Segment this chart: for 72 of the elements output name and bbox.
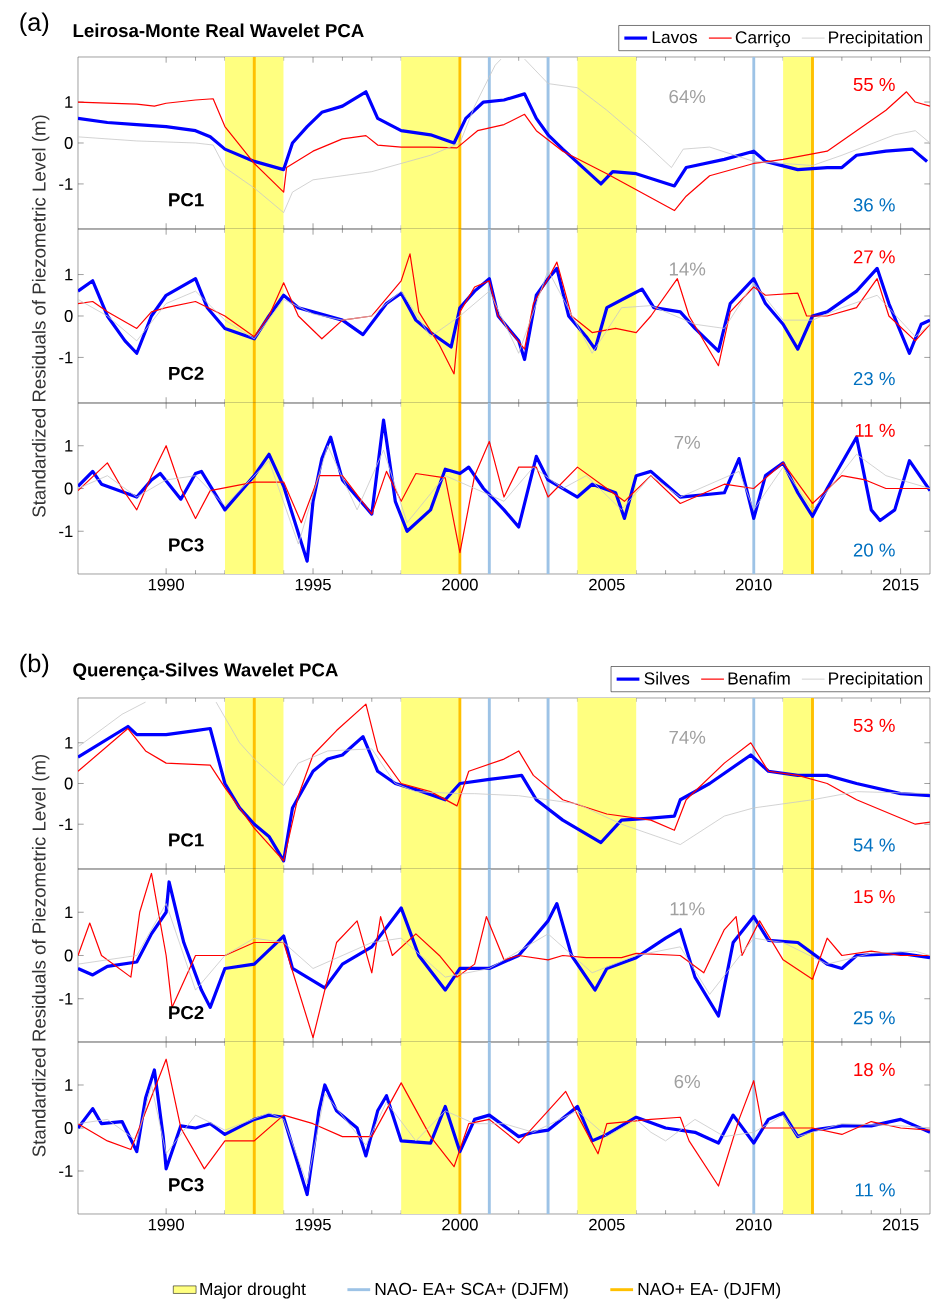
annotation: 74%: [669, 730, 706, 744]
line-series: [78, 872, 930, 1039]
y-tick-label: -1: [59, 1165, 73, 1177]
annotation: 6%: [674, 1074, 700, 1089]
y-tick-label: 1: [65, 737, 73, 749]
annotation: 20 %: [853, 543, 895, 557]
y-tick-label: 0: [64, 949, 73, 962]
x-tick-label: 2000: [442, 1218, 478, 1231]
x-tick-label: 1990: [148, 578, 185, 591]
x-tick-label: 2000: [442, 578, 478, 591]
annotation: 18 %: [854, 1062, 895, 1077]
annotation: 64%: [669, 89, 706, 104]
annotation: 36 %: [853, 198, 895, 212]
x-tick-label: 2015: [882, 578, 919, 591]
annotation: 27 %: [853, 250, 895, 264]
annotation: PC2: [169, 1005, 204, 1020]
y-axis-title: Standardized Residuals of Piezometric Level (m): [31, 115, 50, 517]
y-tick-label: 0: [64, 137, 73, 149]
y-axis-title: Standardized Residuals of Piezometric Level (m): [31, 754, 50, 1157]
y-tick-label: 1: [65, 268, 73, 281]
y-tick-label: 0: [64, 310, 73, 322]
y-tick-label: 1: [65, 906, 73, 918]
x-tick-label: 1995: [295, 1218, 331, 1231]
annotation: 15 %: [854, 890, 895, 904]
annotation: PC1: [169, 193, 204, 207]
legend-label: Lavos: [652, 31, 698, 44]
y-tick-label: -1: [59, 993, 73, 1005]
annotation: PC3: [169, 538, 204, 552]
y-tick-label: -1: [59, 525, 73, 537]
y-tick-label: 1: [65, 96, 73, 108]
annotation: 54 %: [853, 838, 895, 852]
legend-label: Carriço: [735, 30, 791, 48]
annotation: 11 %: [855, 1183, 895, 1197]
y-tick-label: 1: [65, 1079, 73, 1091]
x-tick-label: 2015: [882, 1218, 919, 1231]
y-tick-label: -1: [59, 351, 73, 364]
line-series: [78, 91, 930, 212]
annotation: PC3: [169, 1178, 204, 1192]
line-series: [78, 903, 930, 995]
text: (a): [20, 12, 49, 37]
legend-label: Precipitation: [829, 30, 922, 47]
x-tick-label: 2005: [589, 1218, 625, 1231]
x-tick-label: 2005: [589, 578, 625, 591]
legend-label: NAO- EA+ SCA+ (DJFM): [375, 1282, 568, 1299]
annotation: 25 %: [853, 1011, 895, 1025]
annotation: 7%: [674, 435, 700, 449]
chart-title: Querença-Silves Wavelet PCA: [73, 662, 338, 681]
annotation: 11 %: [855, 423, 895, 437]
x-tick-label: 1995: [295, 578, 331, 591]
legend-label: Benafim: [728, 671, 790, 685]
legend-label: Major drought: [200, 1282, 306, 1299]
legend-label: Silves: [644, 671, 690, 685]
y-tick-label: 0: [64, 1122, 73, 1134]
annotation: 55 %: [853, 77, 895, 92]
y-tick-label: -1: [59, 818, 73, 830]
annotation: 53 %: [853, 718, 895, 732]
y-tick-label: 0: [64, 482, 73, 495]
text: (b): [20, 653, 49, 678]
legend-label: NAO+ EA- (DJFM): [638, 1282, 781, 1299]
annotation: PC2: [169, 366, 204, 381]
chart-title: Leirosa-Monte Real Wavelet PCA: [73, 23, 364, 38]
annotation: PC1: [169, 833, 204, 847]
annotation: 14%: [669, 262, 706, 276]
annotation: 11%: [670, 902, 705, 916]
y-tick-label: 1: [65, 440, 73, 452]
x-tick-label: 2010: [736, 1218, 772, 1231]
y-tick-label: -1: [59, 178, 73, 190]
legend-label: Precipitation: [829, 671, 922, 688]
y-tick-label: 0: [64, 777, 73, 790]
x-tick-label: 2010: [736, 578, 772, 591]
x-tick-label: 1990: [148, 1218, 185, 1231]
annotation: 23 %: [853, 372, 895, 386]
